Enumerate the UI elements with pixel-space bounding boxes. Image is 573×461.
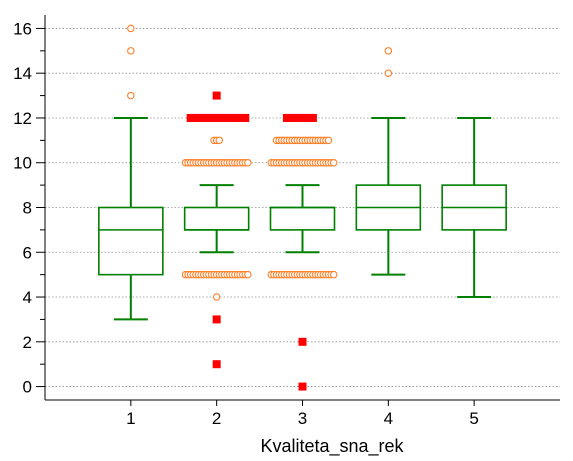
far-outlier-point — [298, 337, 307, 346]
outlier-point — [127, 91, 135, 100]
y-tick-label: 12 — [13, 109, 32, 128]
y-tick-label: 2 — [23, 333, 32, 352]
box-iqr — [98, 206, 164, 276]
y-tick-label: 14 — [13, 64, 32, 83]
x-ticks: 1 2 3 4 5 — [126, 400, 479, 428]
y-ticks: 0 2 4 6 8 10 12 14 16 — [13, 19, 45, 397]
box-3 — [269, 184, 336, 254]
box-1 — [98, 116, 164, 321]
far-outlier-point — [212, 91, 221, 100]
box-2 — [183, 184, 250, 254]
x-axis-title: Kvaliteta_sna_rek — [260, 436, 404, 457]
outlier-point — [244, 270, 252, 279]
outlier-point — [384, 47, 393, 55]
outlier-point — [329, 270, 338, 279]
box-5 — [441, 116, 507, 299]
x-tick-label: 2 — [212, 409, 221, 428]
outlier-point — [244, 158, 252, 167]
far-outlier-point — [298, 382, 307, 391]
boxes — [98, 116, 507, 321]
y-tick-label: 6 — [23, 243, 32, 262]
y-tick-label: 10 — [13, 154, 32, 173]
x-tick-label: 4 — [384, 409, 393, 428]
outlier-point — [212, 293, 221, 301]
x-tick-label: 1 — [126, 409, 135, 428]
box-iqr — [269, 206, 336, 231]
y-tick-label: 4 — [23, 288, 32, 307]
y-tick-label: 0 — [23, 378, 32, 397]
outlier-point — [384, 69, 393, 77]
y-tick-label: 16 — [13, 19, 32, 38]
outlier-point — [324, 136, 333, 145]
box-iqr — [183, 206, 250, 231]
y-tick-label: 8 — [23, 199, 32, 218]
outlier-point — [329, 158, 338, 167]
outlier-point — [215, 136, 224, 145]
x-tick-label: 5 — [469, 409, 478, 428]
far-outlier-point — [212, 315, 221, 324]
outlier-point — [127, 24, 135, 33]
x-tick-label: 3 — [298, 409, 307, 428]
far-outlier-point — [308, 113, 317, 122]
box-4 — [355, 116, 422, 276]
far-outlier-point — [212, 360, 221, 369]
far-outlier-point — [241, 113, 250, 122]
outlier-point — [127, 47, 135, 55]
outliers — [127, 24, 393, 391]
